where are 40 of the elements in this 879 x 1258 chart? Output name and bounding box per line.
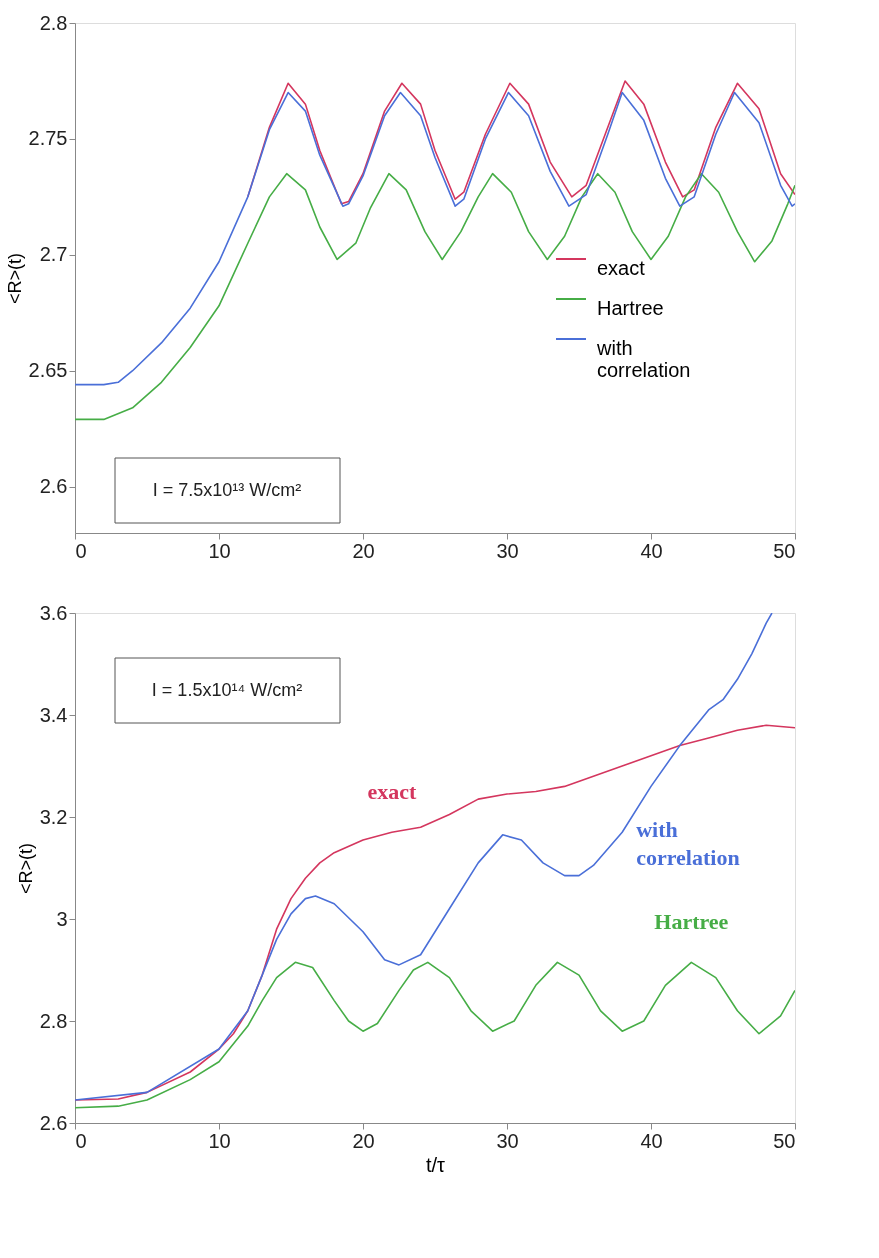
legend-label: Hartree <box>597 297 664 319</box>
y-tick-label: 3 <box>56 907 68 930</box>
y-tick-label: 3.2 <box>39 805 68 828</box>
line-series <box>75 961 795 1109</box>
x-tick-label: 20 <box>352 1129 375 1152</box>
y-tick-label: 2.8 <box>39 1009 68 1032</box>
annotation: Hartree <box>654 909 729 935</box>
y-axis-title: <R>(t) <box>15 842 36 895</box>
y-tick-label: 3.4 <box>39 703 68 726</box>
x-tick-label: 40 <box>640 539 663 562</box>
x-tick-label: 30 <box>496 539 519 562</box>
x-tick-label: 10 <box>208 1129 231 1152</box>
line-series <box>75 724 795 1101</box>
x-tick-label: 10 <box>208 539 231 562</box>
x-tick-label: 30 <box>496 1129 519 1152</box>
annotation: with correlation <box>636 817 740 871</box>
y-tick-label: 2.6 <box>39 475 68 498</box>
x-tick-label: 40 <box>640 1129 663 1152</box>
line-series <box>247 80 795 205</box>
y-tick-label: 3.6 <box>39 601 68 624</box>
legend-label: exact <box>597 257 646 279</box>
line-series <box>75 613 773 1101</box>
x-tick-label: 20 <box>352 539 375 562</box>
annotation: I = 1.5x10¹⁴ W/cm² <box>151 680 303 700</box>
y-tick-label: 2.6 <box>39 1111 68 1134</box>
x-tick-label: 50 <box>773 1129 796 1152</box>
x-tick-label: 50 <box>773 539 796 562</box>
line-series <box>75 172 795 421</box>
y-tick-label: 2.65 <box>28 359 68 382</box>
x-tick-label: 0 <box>75 1129 87 1152</box>
x-axis-title: t/τ <box>425 1153 446 1176</box>
y-tick-label: 2.7 <box>39 243 68 266</box>
y-tick-label: 2.8 <box>39 11 68 34</box>
annotation: I = 7.5x10¹³ W/cm² <box>152 480 302 500</box>
annotation: exact <box>367 779 417 805</box>
x-tick-label: 0 <box>75 539 87 562</box>
legend-label: with correlation <box>596 337 691 381</box>
line-series <box>75 91 795 386</box>
y-tick-label: 2.75 <box>28 127 68 150</box>
y-axis-title: <R>(t) <box>4 252 25 305</box>
